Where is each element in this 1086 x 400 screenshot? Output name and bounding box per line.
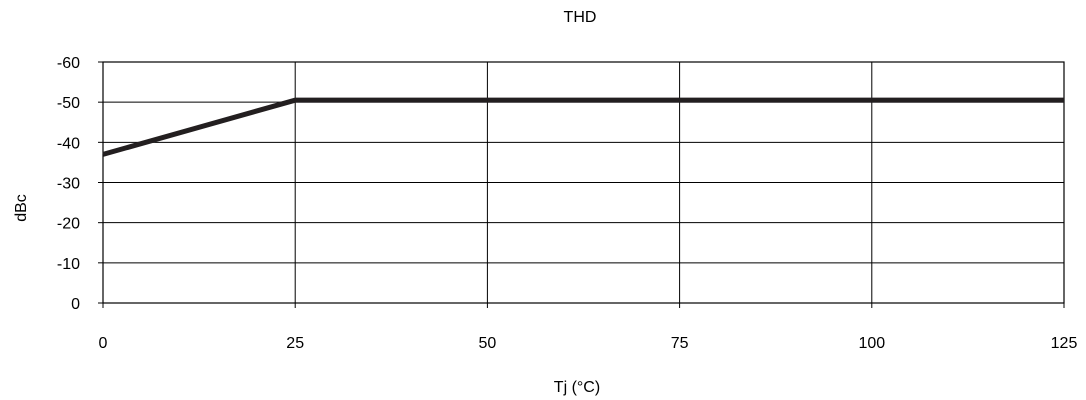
y-tick-labels: -60 -50 -40 -30 -20 -10 0 xyxy=(57,55,80,313)
y-tick-label: -40 xyxy=(57,135,80,152)
x-tick-label: 25 xyxy=(286,335,304,352)
x-tick-label: 100 xyxy=(858,335,885,352)
y-tick-label: -60 xyxy=(57,55,80,72)
series-group xyxy=(102,97,1064,157)
x-tick-label: 0 xyxy=(99,335,108,352)
x-tick-label: 125 xyxy=(1051,335,1078,352)
x-tick-label: 75 xyxy=(671,335,689,352)
x-tick-label: 50 xyxy=(479,335,497,352)
y-tick-label: -10 xyxy=(57,256,80,273)
tick-marks xyxy=(98,61,1065,308)
y-tick-label: -30 xyxy=(57,176,80,193)
series-line xyxy=(102,97,1064,157)
y-tick-label: -50 xyxy=(57,95,80,112)
y-tick-label: -20 xyxy=(57,216,80,233)
y-tick-label: 0 xyxy=(71,296,80,313)
y-axis-label: dBc xyxy=(13,194,30,222)
x-tick-labels: 0 25 50 75 100 125 xyxy=(99,335,1078,352)
x-axis-label: Tj (°C) xyxy=(554,379,600,396)
chart-title: THD xyxy=(564,9,597,26)
